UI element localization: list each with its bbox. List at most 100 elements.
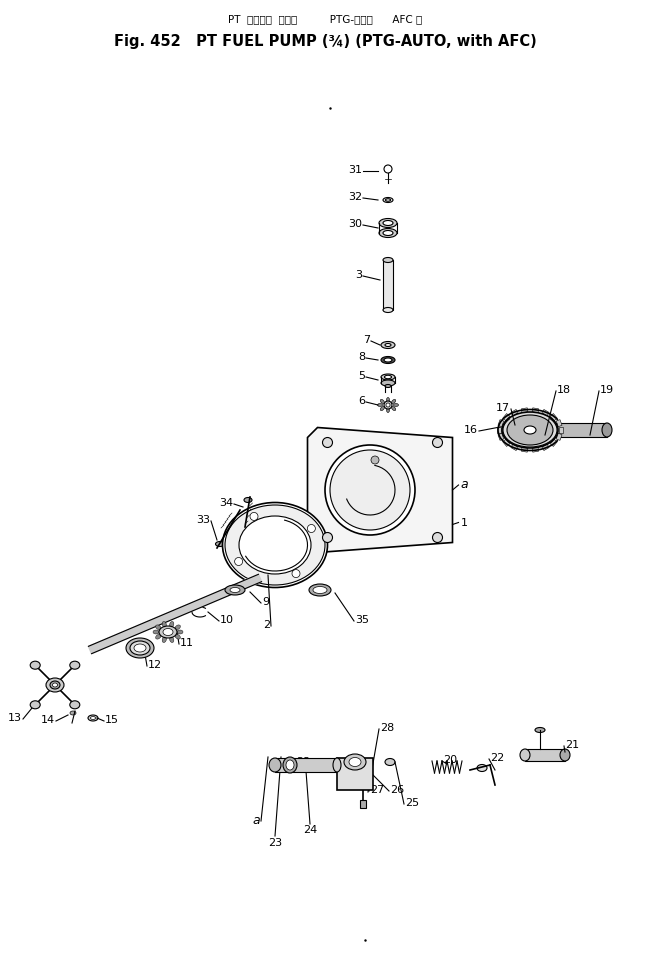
- Bar: [498, 419, 504, 427]
- Text: 35: 35: [355, 615, 369, 625]
- Ellipse shape: [381, 356, 395, 364]
- Text: 15: 15: [105, 715, 119, 725]
- Ellipse shape: [385, 384, 391, 387]
- Text: 13: 13: [8, 713, 22, 723]
- Ellipse shape: [385, 198, 391, 201]
- Circle shape: [322, 438, 333, 448]
- Circle shape: [432, 438, 443, 448]
- Text: 29: 29: [296, 757, 310, 767]
- Circle shape: [322, 532, 333, 543]
- Ellipse shape: [333, 758, 341, 772]
- Ellipse shape: [50, 681, 60, 689]
- Ellipse shape: [330, 450, 410, 530]
- FancyBboxPatch shape: [275, 758, 337, 772]
- Circle shape: [292, 569, 300, 578]
- Ellipse shape: [163, 629, 173, 635]
- Text: 6: 6: [358, 396, 365, 406]
- Ellipse shape: [170, 622, 174, 628]
- Ellipse shape: [53, 683, 57, 687]
- Ellipse shape: [384, 358, 392, 362]
- Bar: [521, 408, 528, 413]
- Circle shape: [384, 401, 392, 409]
- Ellipse shape: [30, 701, 40, 708]
- Text: 33: 33: [196, 515, 210, 525]
- FancyBboxPatch shape: [525, 749, 565, 761]
- Bar: [511, 444, 518, 450]
- Circle shape: [432, 532, 443, 543]
- Text: 26: 26: [390, 785, 404, 795]
- Text: 34: 34: [219, 498, 233, 508]
- Circle shape: [371, 456, 379, 464]
- Ellipse shape: [383, 221, 393, 226]
- Ellipse shape: [349, 758, 361, 767]
- Bar: [503, 439, 510, 447]
- Ellipse shape: [380, 407, 384, 411]
- Ellipse shape: [230, 588, 240, 593]
- Ellipse shape: [391, 399, 396, 404]
- Text: 20: 20: [443, 755, 457, 765]
- Ellipse shape: [126, 638, 154, 658]
- Text: 25: 25: [405, 798, 419, 808]
- Text: 31: 31: [348, 165, 362, 175]
- Circle shape: [235, 558, 242, 565]
- Ellipse shape: [535, 728, 545, 733]
- Ellipse shape: [385, 343, 391, 346]
- Ellipse shape: [175, 625, 181, 630]
- Text: 24: 24: [303, 825, 317, 835]
- Ellipse shape: [70, 711, 76, 715]
- Ellipse shape: [283, 757, 297, 773]
- Ellipse shape: [602, 423, 612, 437]
- Ellipse shape: [130, 641, 150, 655]
- Bar: [497, 427, 501, 433]
- Ellipse shape: [88, 715, 98, 721]
- Ellipse shape: [547, 423, 557, 437]
- FancyBboxPatch shape: [383, 260, 393, 310]
- Text: 5: 5: [358, 371, 365, 381]
- Ellipse shape: [385, 759, 395, 766]
- Ellipse shape: [70, 701, 80, 708]
- Bar: [559, 427, 563, 433]
- Ellipse shape: [378, 404, 382, 407]
- Text: 1: 1: [460, 518, 467, 527]
- Bar: [556, 419, 562, 427]
- Ellipse shape: [383, 198, 393, 202]
- Ellipse shape: [225, 585, 245, 595]
- Bar: [551, 414, 557, 420]
- Text: 19: 19: [600, 385, 614, 395]
- Text: 3: 3: [355, 270, 362, 280]
- Text: 21: 21: [565, 740, 579, 750]
- Text: 8: 8: [358, 352, 365, 362]
- Bar: [511, 410, 518, 415]
- Text: Fig. 452   PT FUEL PUMP (¾) (PTG-AUTO, with AFC): Fig. 452 PT FUEL PUMP (¾) (PTG-AUTO, wit…: [114, 34, 536, 49]
- Ellipse shape: [162, 622, 166, 628]
- Text: PT  フェエル  ポンプ          PTG-オート      AFC 付: PT フェエル ポンプ PTG-オート AFC 付: [228, 14, 422, 24]
- Bar: [556, 433, 562, 441]
- Ellipse shape: [381, 380, 395, 386]
- Ellipse shape: [387, 398, 389, 403]
- Ellipse shape: [380, 399, 384, 404]
- FancyBboxPatch shape: [360, 800, 366, 808]
- Text: 30: 30: [348, 219, 362, 229]
- Ellipse shape: [170, 636, 174, 642]
- Ellipse shape: [477, 765, 487, 772]
- Text: a: a: [460, 479, 468, 491]
- Text: 10: 10: [220, 615, 234, 625]
- Circle shape: [307, 524, 315, 532]
- Ellipse shape: [153, 630, 159, 634]
- Ellipse shape: [286, 760, 294, 770]
- Text: 14: 14: [41, 715, 55, 725]
- Text: 2: 2: [263, 620, 270, 630]
- Ellipse shape: [381, 342, 395, 348]
- Ellipse shape: [155, 634, 161, 639]
- Bar: [532, 408, 539, 413]
- Ellipse shape: [507, 415, 553, 445]
- Text: 32: 32: [348, 192, 362, 202]
- Polygon shape: [307, 427, 452, 553]
- Ellipse shape: [520, 749, 530, 761]
- Bar: [551, 439, 557, 447]
- Ellipse shape: [313, 587, 327, 594]
- Ellipse shape: [391, 407, 396, 411]
- Ellipse shape: [383, 307, 393, 312]
- Text: 23: 23: [268, 838, 282, 848]
- Ellipse shape: [344, 754, 366, 770]
